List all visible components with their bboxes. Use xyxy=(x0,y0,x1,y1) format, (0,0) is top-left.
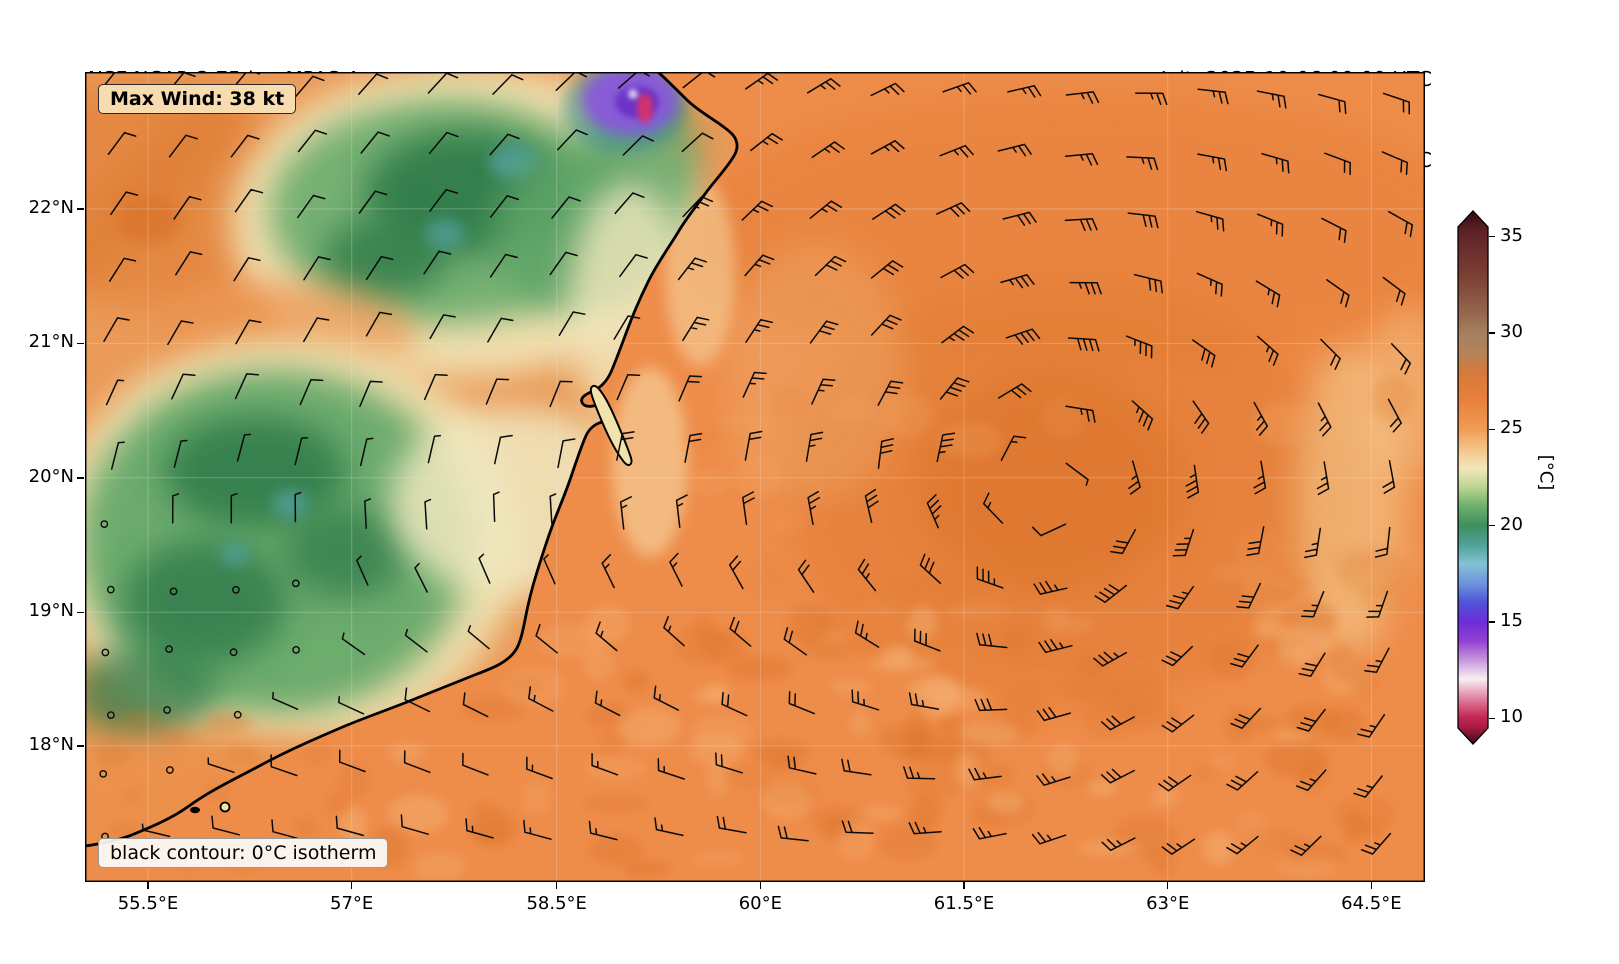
y-axis-tick-label: 20°N xyxy=(28,465,74,487)
isotherm-legend-annotation: black contour: 0°C isotherm xyxy=(98,838,389,868)
coastline-contour xyxy=(85,72,739,848)
y-axis-tick xyxy=(77,745,84,747)
colorbar-tick-label: 15 xyxy=(1500,609,1523,631)
y-axis-tick-label: 19°N xyxy=(28,600,74,622)
colorbar-tick-label: 25 xyxy=(1500,417,1523,439)
y-axis-tick xyxy=(77,477,84,479)
max-wind-annotation: Max Wind: 38 kt xyxy=(98,84,297,114)
x-axis-tick xyxy=(555,882,558,889)
x-axis-tick xyxy=(350,882,353,889)
small-island-ring xyxy=(219,801,231,813)
x-axis-tick xyxy=(147,882,149,889)
colorbar-unit-label: [°C] xyxy=(1535,454,1557,491)
colorbar-tick xyxy=(1489,235,1495,238)
y-axis-tick-label: 18°N xyxy=(28,733,74,755)
y-axis-tick xyxy=(77,611,84,614)
sea-warm-patches xyxy=(612,92,1425,707)
y-axis-tick xyxy=(77,208,84,210)
colorbar-tick-label: 20 xyxy=(1500,513,1523,535)
x-axis-tick xyxy=(1166,882,1169,889)
masirah-island xyxy=(589,384,633,466)
y-axis-tick-label: 21°N xyxy=(28,331,74,353)
x-axis-tick xyxy=(963,882,965,889)
colorbar-tick xyxy=(1489,332,1495,334)
colorbar-tick xyxy=(1489,717,1495,720)
x-axis-tick-label: 61.5°E xyxy=(933,893,995,914)
y-axis-tick-label: 22°N xyxy=(28,196,74,218)
map-frame xyxy=(85,72,1425,882)
colorbar-tick-label: 35 xyxy=(1500,224,1523,246)
x-axis-tick-label: 58.5°E xyxy=(526,893,587,914)
x-axis-tick-label: 64.5°E xyxy=(1341,893,1402,914)
colorbar-tick xyxy=(1489,621,1495,623)
x-axis-tick xyxy=(1370,882,1373,889)
temperature-wind-map xyxy=(85,72,1425,882)
temperature-colorbar xyxy=(1457,210,1489,745)
x-axis-tick xyxy=(759,882,762,889)
x-axis-tick-label: 57°E xyxy=(330,893,374,914)
x-axis-tick-label: 60°E xyxy=(738,893,782,914)
colorbar-tick xyxy=(1489,524,1495,527)
wind-barbs-layer xyxy=(99,72,1414,856)
x-axis-tick-label: 55.5°E xyxy=(117,893,179,914)
colorbar-tick xyxy=(1489,428,1495,431)
cold-spot-crimson xyxy=(637,93,653,123)
colorbar-tick-label: 10 xyxy=(1500,706,1523,728)
x-axis-tick-label: 63°E xyxy=(1146,893,1190,914)
small-island-dot xyxy=(190,806,200,814)
y-axis-tick xyxy=(77,342,84,345)
colorbar-tick-label: 30 xyxy=(1500,321,1523,343)
